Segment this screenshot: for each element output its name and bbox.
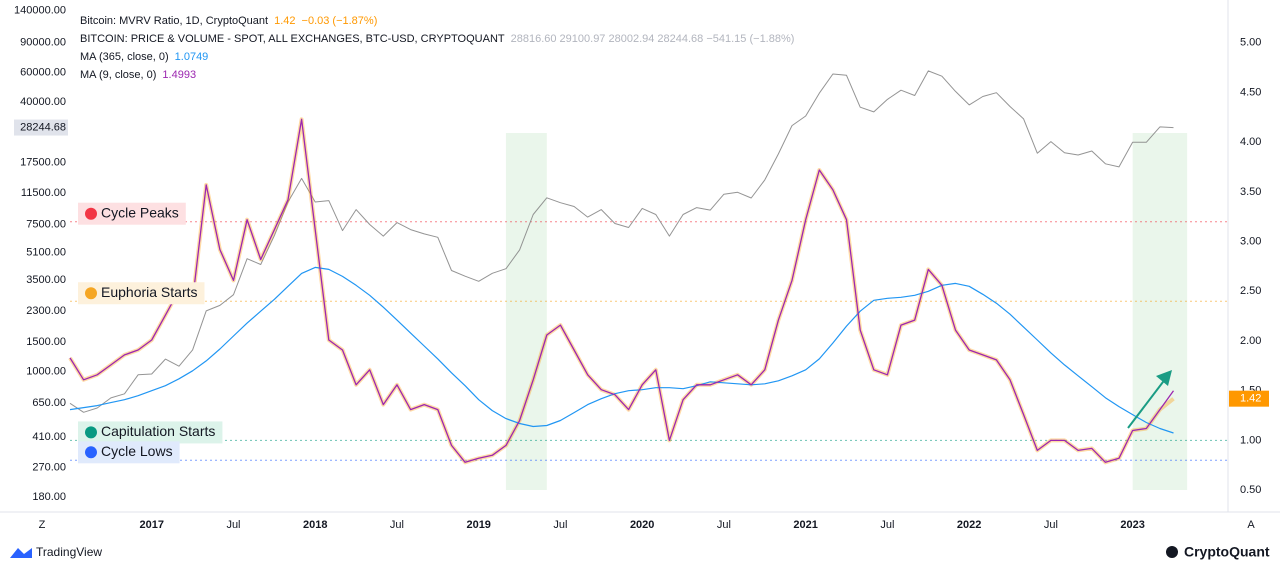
legend-price: BITCOIN: PRICE & VOLUME - SPOT, ALL EXCH… — [80, 33, 794, 45]
legend-ma9: MA (9, close, 0) 1.4993 — [80, 69, 196, 81]
price-badge — [14, 119, 68, 136]
x-tick-label: Jul — [717, 519, 731, 531]
legend-ohlc: 28816.60 29100.97 28002.94 28244.68 −541… — [511, 33, 795, 45]
annotation-label: Euphoria Starts — [101, 284, 198, 300]
legend-title: BITCOIN: PRICE & VOLUME - SPOT, ALL EXCH… — [80, 33, 505, 45]
annotation-label: Cycle Peaks — [101, 204, 179, 220]
legend-value: 1.4993 — [162, 69, 196, 81]
price-badge-label: 28244.68 — [20, 121, 66, 133]
legend-title: MA (9, close, 0) — [80, 69, 156, 81]
legend-title: Bitcoin: MVRV Ratio, 1D, CryptoQuant — [80, 15, 268, 27]
y-tick-label: 2300.00 — [26, 305, 66, 317]
y-tick-label: 40000.00 — [20, 96, 66, 108]
cryptoquant-brand: CryptoQuant — [1184, 544, 1270, 560]
annotation-dot — [85, 207, 97, 220]
x-tick-label: Jul — [390, 519, 404, 531]
x-tick-label: Jul — [1044, 519, 1058, 531]
y-tick-label: 1500.00 — [26, 336, 66, 348]
highlight-zone — [1132, 133, 1188, 490]
x-tick-label: 2019 — [466, 519, 490, 531]
line-layer — [68, 70, 1175, 465]
tradingview-brand: TradingView — [36, 545, 102, 559]
annotation-label: Cycle Lows — [101, 443, 173, 459]
y-tick-label: 1000.00 — [26, 366, 66, 378]
y-tick-label: 5100.00 — [26, 247, 66, 259]
annotation-dot — [85, 426, 97, 439]
legend-value: 1.0749 — [175, 51, 209, 63]
x-tick-label: 2018 — [303, 519, 327, 531]
x-tick-label: 2021 — [793, 519, 817, 531]
y-tick-label: 17500.00 — [20, 156, 66, 168]
annotation-box — [78, 282, 205, 305]
y-tick-label: 140000.00 — [14, 4, 66, 16]
x-tick-label: 2017 — [139, 519, 163, 531]
y-tick-label: 180.00 — [32, 491, 66, 503]
x-tick-label: 2023 — [1120, 519, 1144, 531]
x-tick-label: Jul — [880, 519, 894, 531]
series-line — [69, 70, 1174, 413]
annotation-dot — [85, 446, 97, 459]
y2-tick-label: 1.00 — [1240, 434, 1261, 446]
y-tick-label: 270.00 — [32, 461, 66, 473]
legend-title: MA (365, close, 0) — [80, 51, 169, 63]
legend-mvrv: Bitcoin: MVRV Ratio, 1D, CryptoQuant 1.42… — [80, 15, 377, 27]
y-tick-label: 60000.00 — [20, 66, 66, 78]
annotation-box — [78, 202, 186, 225]
zoom-button[interactable]: Z — [39, 519, 46, 531]
arrow-head — [1156, 370, 1172, 386]
series-line — [69, 266, 1174, 434]
annotation-box — [78, 421, 223, 444]
y2-tick-label: 4.50 — [1240, 86, 1261, 98]
y-tick-label: 11500.00 — [21, 187, 66, 199]
text-layer: Bitcoin: MVRV Ratio, 1D, CryptoQuant 1.42… — [10, 4, 1270, 560]
y2-tick-label: 4.00 — [1240, 136, 1261, 148]
annotation-box — [78, 441, 180, 464]
arrow-shaft — [1127, 377, 1167, 429]
cryptoquant-logo — [1166, 546, 1178, 558]
highlight-zone — [505, 133, 547, 490]
annotation-label: Capitulation Starts — [101, 423, 215, 439]
y2-tick-label: 2.00 — [1240, 335, 1261, 347]
x-tick-label: Jul — [553, 519, 567, 531]
x-tick-label: Jul — [226, 519, 240, 531]
y-tick-label: 410.00 — [32, 431, 66, 443]
auto-button[interactable]: A — [1247, 519, 1255, 531]
legend-value: 1.42 — [274, 15, 295, 27]
legend-ma365: MA (365, close, 0) 1.0749 — [80, 51, 208, 63]
y2-tick-label: 3.50 — [1240, 186, 1261, 198]
y-tick-label: 3500.00 — [26, 274, 66, 286]
y2-tick-label: 0.50 — [1240, 484, 1261, 496]
y2-tick-label: 3.00 — [1240, 236, 1261, 248]
value-badge — [1229, 390, 1269, 407]
x-tick-label: 2022 — [957, 519, 981, 531]
y-tick-label: 7500.00 — [26, 218, 66, 230]
x-tick-label: 2020 — [630, 519, 654, 531]
series-line — [69, 118, 1175, 463]
highlight-layer — [70, 133, 1228, 490]
y-tick-label: 650.00 — [32, 397, 66, 409]
value-badge-label: 1.42 — [1240, 393, 1261, 405]
y2-tick-label: 5.00 — [1240, 37, 1261, 49]
legend-change: −0.03 (−1.87%) — [302, 15, 378, 27]
y2-tick-label: 2.50 — [1240, 285, 1261, 297]
y-tick-label: 90000.00 — [20, 37, 66, 49]
arrow — [1127, 370, 1172, 429]
tradingview-logo — [10, 548, 32, 558]
annotation-dot — [85, 287, 97, 300]
